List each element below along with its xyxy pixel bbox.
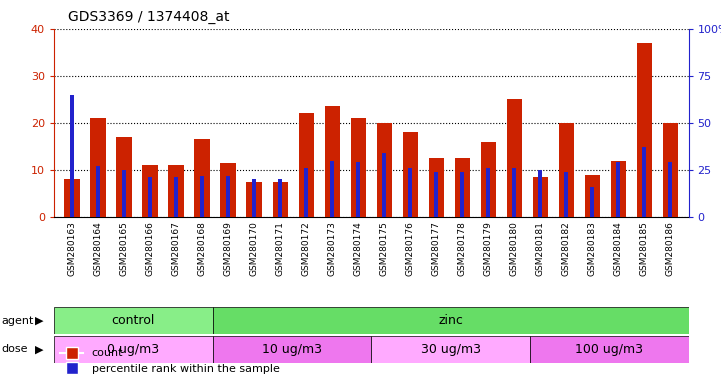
- Text: GSM280180: GSM280180: [510, 221, 519, 276]
- Bar: [565, 172, 568, 217]
- Text: GSM280176: GSM280176: [406, 221, 415, 276]
- Text: GSM280186: GSM280186: [666, 221, 675, 276]
- Bar: [616, 162, 620, 217]
- Bar: [637, 43, 653, 217]
- Text: GSM280165: GSM280165: [120, 221, 129, 276]
- Text: GSM280172: GSM280172: [302, 221, 311, 276]
- Text: GSM280178: GSM280178: [458, 221, 466, 276]
- Bar: [149, 177, 152, 217]
- Bar: [668, 162, 672, 217]
- Text: GSM280181: GSM280181: [536, 221, 545, 276]
- Text: GSM280177: GSM280177: [432, 221, 441, 276]
- Bar: [247, 182, 262, 217]
- Bar: [54, 307, 213, 334]
- Bar: [376, 123, 392, 217]
- Text: 10 ug/m3: 10 ug/m3: [262, 343, 322, 356]
- Bar: [324, 106, 340, 217]
- Bar: [533, 177, 548, 217]
- Text: ▶: ▶: [35, 344, 43, 354]
- Bar: [350, 118, 366, 217]
- Bar: [54, 336, 213, 363]
- Bar: [480, 142, 496, 217]
- Bar: [174, 177, 178, 217]
- Bar: [273, 182, 288, 217]
- Text: zinc: zinc: [438, 314, 463, 327]
- Bar: [278, 179, 282, 217]
- Bar: [252, 179, 256, 217]
- Bar: [408, 168, 412, 217]
- Bar: [71, 94, 74, 217]
- Bar: [356, 162, 360, 217]
- Bar: [371, 336, 530, 363]
- Bar: [530, 336, 689, 363]
- Text: GSM280168: GSM280168: [198, 221, 207, 276]
- Bar: [195, 139, 210, 217]
- Text: dose: dose: [1, 344, 28, 354]
- Bar: [507, 99, 522, 217]
- Bar: [226, 175, 230, 217]
- Bar: [117, 137, 132, 217]
- Text: GSM280164: GSM280164: [94, 221, 103, 276]
- Bar: [304, 168, 309, 217]
- Text: GSM280166: GSM280166: [146, 221, 155, 276]
- Text: GSM280183: GSM280183: [588, 221, 597, 276]
- Bar: [611, 161, 626, 217]
- Bar: [428, 158, 444, 217]
- Bar: [382, 153, 386, 217]
- Bar: [642, 147, 646, 217]
- Bar: [298, 114, 314, 217]
- Bar: [169, 165, 184, 217]
- Text: GSM280171: GSM280171: [276, 221, 285, 276]
- Bar: [90, 118, 106, 217]
- Text: GSM280175: GSM280175: [380, 221, 389, 276]
- Bar: [487, 168, 490, 217]
- Bar: [402, 132, 418, 217]
- Legend: count, percentile rank within the sample: count, percentile rank within the sample: [56, 344, 284, 379]
- Text: agent: agent: [1, 316, 34, 326]
- Bar: [539, 170, 542, 217]
- Text: 30 ug/m3: 30 ug/m3: [420, 343, 481, 356]
- Text: GSM280174: GSM280174: [354, 221, 363, 276]
- Bar: [200, 175, 204, 217]
- Text: GSM280163: GSM280163: [68, 221, 76, 276]
- Bar: [513, 168, 516, 217]
- Text: ▶: ▶: [35, 316, 43, 326]
- Text: GSM280169: GSM280169: [224, 221, 233, 276]
- Bar: [97, 166, 100, 217]
- Text: GDS3369 / 1374408_at: GDS3369 / 1374408_at: [68, 10, 230, 23]
- Text: 100 ug/m3: 100 ug/m3: [575, 343, 643, 356]
- Bar: [590, 187, 594, 217]
- Text: GSM280170: GSM280170: [249, 221, 259, 276]
- Bar: [64, 179, 80, 217]
- Text: control: control: [112, 314, 155, 327]
- Text: GSM280173: GSM280173: [328, 221, 337, 276]
- Bar: [461, 172, 464, 217]
- Bar: [663, 123, 678, 217]
- Text: GSM280182: GSM280182: [562, 221, 571, 276]
- Text: GSM280167: GSM280167: [172, 221, 181, 276]
- Text: GSM280179: GSM280179: [484, 221, 493, 276]
- Bar: [434, 172, 438, 217]
- Bar: [143, 165, 158, 217]
- Bar: [330, 161, 335, 217]
- Bar: [213, 336, 371, 363]
- Text: GSM280184: GSM280184: [614, 221, 623, 276]
- Bar: [559, 123, 574, 217]
- Bar: [454, 158, 470, 217]
- Bar: [213, 307, 689, 334]
- Bar: [585, 175, 600, 217]
- Text: GSM280185: GSM280185: [640, 221, 649, 276]
- Text: 0 ug/m3: 0 ug/m3: [107, 343, 159, 356]
- Bar: [123, 170, 126, 217]
- Bar: [221, 163, 236, 217]
